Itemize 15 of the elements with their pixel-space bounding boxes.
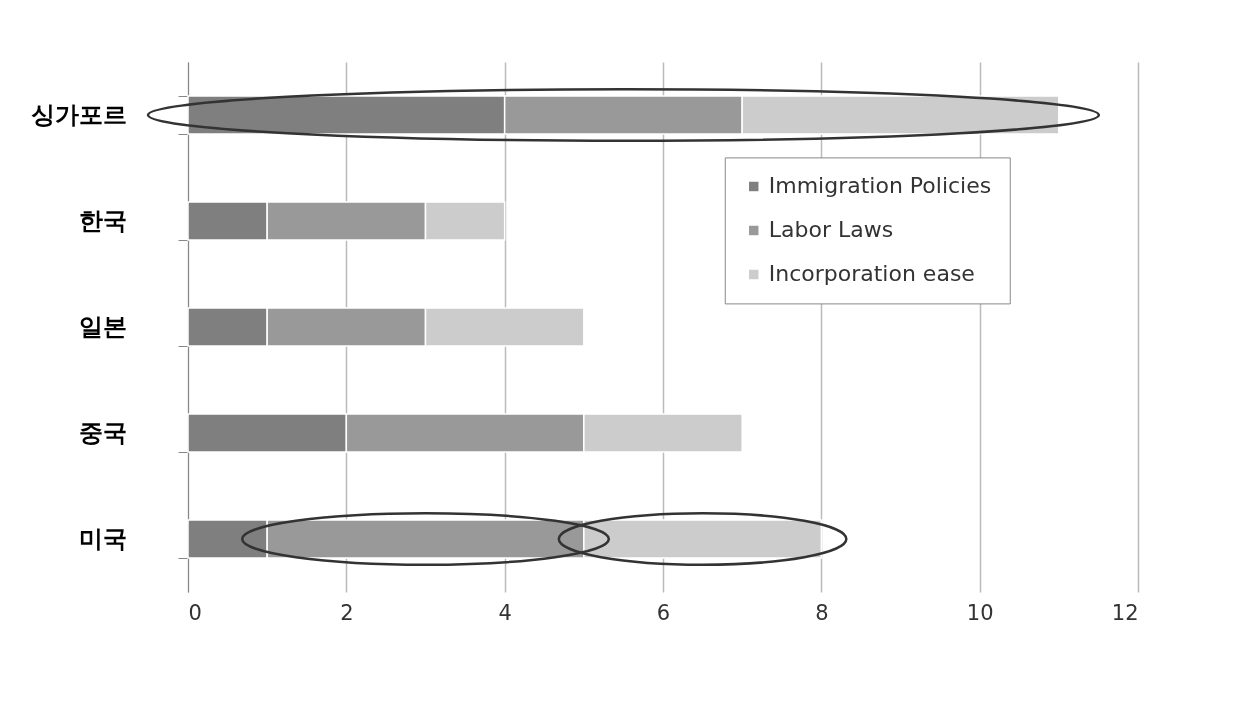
x-tick-label: 12: [1111, 600, 1139, 625]
x-tick-label: 0: [188, 600, 202, 625]
y-tick-label: 한국: [78, 206, 127, 235]
x-tick-label: 10: [966, 600, 994, 625]
legend-label: Immigration Policies: [768, 173, 992, 199]
legend-label: Labor Laws: [768, 217, 894, 243]
y-tick-label: 싱가포르: [30, 100, 127, 129]
legend-label: Incorporation ease: [768, 261, 975, 287]
x-tick-label: 6: [656, 600, 671, 625]
y-tick-label: 일본: [78, 312, 127, 341]
x-tick-label: 2: [340, 600, 354, 625]
y-tick-label: 미국: [78, 524, 127, 553]
y-tick-label: 중국: [78, 418, 127, 447]
x-tick-label: 8: [815, 600, 829, 625]
x-tick-label: 4: [498, 600, 512, 625]
